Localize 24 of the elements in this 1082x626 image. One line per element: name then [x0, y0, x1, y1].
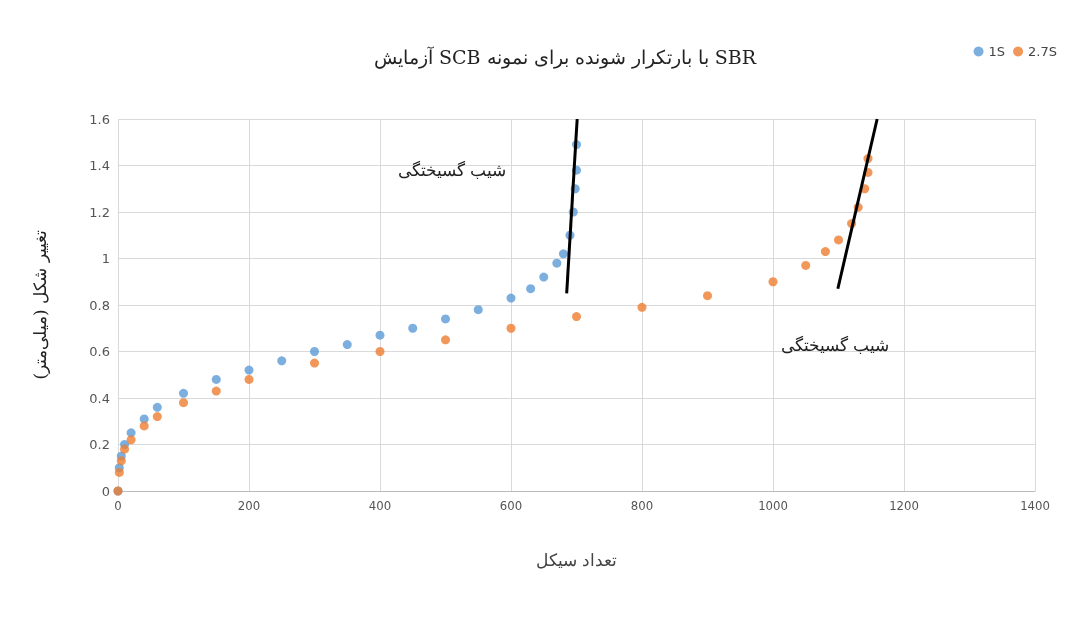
- legend-label: 2.7S: [1028, 44, 1058, 59]
- chart-title: آزمایش SCB با بارتکرار شونده برای نمونه SBR: [373, 45, 757, 69]
- y-tick-label: 1.4: [89, 158, 110, 173]
- y-tick-label: 0.6: [89, 344, 110, 359]
- annotation: شیب گسیختگی: [780, 335, 890, 355]
- x-tick-label: 1000: [758, 498, 788, 513]
- x-axis-title: تعداد سیکل: [535, 549, 618, 570]
- y-tick-label: 1.6: [89, 111, 110, 127]
- y-tick-label: 0.4: [89, 390, 110, 406]
- annotation: شیب گسیختگی: [397, 160, 507, 180]
- y-axis-title: تغییر شکل (میلی‌متر): [29, 230, 51, 380]
- y-tick-label: 0.8: [89, 297, 110, 313]
- x-tick-label: 0: [114, 498, 122, 513]
- x-tick-label: 1400: [1020, 498, 1050, 513]
- y-tick-label: 0: [101, 483, 110, 499]
- x-tick-label: 200: [237, 498, 261, 513]
- x-tick-label: 800: [630, 498, 654, 513]
- legend-label: 1S: [988, 44, 1006, 59]
- x-tick-label: 600: [499, 498, 523, 513]
- x-tick-label: 400: [368, 498, 392, 513]
- y-tick-label: 1.2: [89, 204, 110, 220]
- y-tick-label: 1: [101, 251, 110, 266]
- y-tick-label: 0.2: [89, 437, 110, 452]
- x-tick-label: 1200: [889, 498, 919, 513]
